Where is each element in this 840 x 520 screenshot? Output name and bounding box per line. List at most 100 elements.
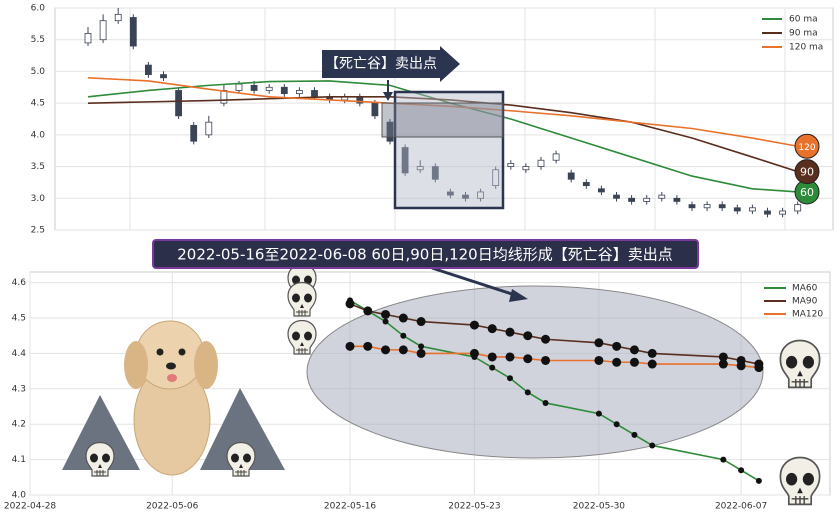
candle-body xyxy=(462,194,469,199)
ma-badge-label: 60 xyxy=(800,186,814,199)
skull-eye xyxy=(231,453,239,463)
skull-eye xyxy=(292,293,300,303)
candle-body xyxy=(205,121,213,136)
skull-nose xyxy=(239,464,243,468)
dog-eye xyxy=(156,348,164,356)
chart-title: 2022-05-16至2022-06-08 60日,90日,120日均线形成【死… xyxy=(177,246,672,264)
skull-eye xyxy=(292,275,300,285)
candle-body xyxy=(492,169,500,187)
title-banner xyxy=(152,239,699,269)
y-tick-label: 4.6 xyxy=(12,278,27,288)
candle-body xyxy=(190,124,198,142)
ma-point xyxy=(631,431,638,438)
candle-body xyxy=(628,197,635,202)
candle-body xyxy=(114,13,122,22)
ma-point xyxy=(487,324,497,334)
skull-teeth xyxy=(94,470,106,476)
candle-body xyxy=(371,102,379,117)
ma-badge xyxy=(794,159,820,185)
skull-teeth xyxy=(235,470,247,476)
skull-teeth xyxy=(791,378,809,388)
skull-nose xyxy=(300,304,304,308)
skull-nose xyxy=(300,342,304,346)
skull-nose xyxy=(98,464,102,468)
y-tick-label: 4.1 xyxy=(12,455,26,465)
skull-shape xyxy=(287,319,317,355)
ma-point xyxy=(363,341,373,351)
skull-eye xyxy=(802,355,814,369)
ma-point xyxy=(398,313,408,323)
ma-point xyxy=(594,355,604,365)
candle-body xyxy=(220,90,228,104)
y-tick-label: 4.2 xyxy=(12,420,26,430)
skull-eye xyxy=(102,453,110,463)
candle-body xyxy=(265,86,273,91)
dog-eye xyxy=(178,348,186,356)
skull-eye xyxy=(243,453,251,463)
candle-body xyxy=(718,204,726,209)
ma-badge xyxy=(794,133,820,159)
ma-point xyxy=(382,318,389,325)
skull-eye xyxy=(292,331,300,341)
ma-point xyxy=(363,306,373,316)
cross-zone xyxy=(381,102,504,138)
dog-tongue xyxy=(167,374,177,382)
ma-point xyxy=(755,477,762,484)
skull-teeth xyxy=(296,310,308,316)
ma-point xyxy=(738,467,745,474)
x-tick-label: 2022-05-06 xyxy=(146,502,199,512)
ma-point xyxy=(398,345,408,355)
ma-point xyxy=(487,352,497,362)
y-tick-label: 2.5 xyxy=(31,226,45,236)
y-tick-label: 5.0 xyxy=(31,67,46,77)
ma-point xyxy=(718,352,728,362)
ma-point xyxy=(720,456,727,463)
ma-point xyxy=(505,352,515,362)
ma-point xyxy=(416,348,426,358)
annotation-label: 【死亡谷】卖出点 xyxy=(325,56,437,72)
skull-icon xyxy=(779,339,821,389)
candle-body xyxy=(280,86,288,95)
candle-body xyxy=(658,194,666,199)
candle-body xyxy=(733,207,741,212)
plot-area xyxy=(54,7,834,231)
skull-teeth xyxy=(296,348,308,354)
skull-icon xyxy=(287,319,317,355)
candle-body xyxy=(250,84,258,91)
legend-label: 60 ma xyxy=(789,15,818,25)
legend-label: 90 ma xyxy=(789,29,818,39)
candle-body xyxy=(160,74,167,79)
ma-point xyxy=(629,345,639,355)
candle-body xyxy=(144,64,152,76)
skull-eye xyxy=(786,472,798,486)
ma-point xyxy=(469,320,479,330)
y-tick-label: 3.0 xyxy=(31,194,46,204)
candle-body xyxy=(582,182,590,187)
skull-eye xyxy=(786,355,798,369)
annotation-arrow-box xyxy=(322,46,460,82)
mountain xyxy=(200,388,285,470)
pointer-arrow-head xyxy=(509,289,528,302)
candle-body xyxy=(311,90,318,98)
candle-body xyxy=(477,191,485,199)
ma-badge-label: 90 xyxy=(800,166,814,179)
ma-point xyxy=(542,399,549,406)
ma-point xyxy=(754,363,764,373)
candle-body xyxy=(673,197,681,202)
ma-line xyxy=(87,96,798,173)
ma-point xyxy=(595,410,602,417)
candle-body xyxy=(598,188,605,193)
highlight-zone xyxy=(393,90,505,210)
legend-label: MA120 xyxy=(792,310,823,320)
ma-point xyxy=(524,389,531,396)
ma-point xyxy=(594,338,604,348)
dog-ear xyxy=(124,341,148,389)
y-tick-label: 5.5 xyxy=(31,35,45,45)
skull-eye xyxy=(802,472,814,486)
candle-body xyxy=(416,166,424,171)
candle-body xyxy=(688,204,696,209)
y-tick-label: 4.4 xyxy=(12,349,27,359)
skull-shape xyxy=(779,456,821,506)
dog-nose xyxy=(166,362,176,370)
ma-point xyxy=(489,364,496,371)
